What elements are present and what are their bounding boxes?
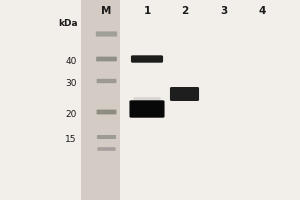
FancyBboxPatch shape [97, 79, 116, 83]
Text: 15: 15 [65, 136, 76, 144]
FancyBboxPatch shape [170, 87, 199, 101]
Text: 30: 30 [65, 79, 76, 88]
Text: 4: 4 [259, 6, 266, 16]
FancyBboxPatch shape [97, 147, 116, 151]
Text: 20: 20 [65, 110, 76, 119]
Bar [81, 0, 120, 200]
FancyBboxPatch shape [96, 57, 117, 61]
FancyBboxPatch shape [96, 31, 117, 37]
FancyBboxPatch shape [133, 97, 161, 103]
Text: kDa: kDa [58, 19, 78, 27]
Text: 3: 3 [220, 6, 227, 16]
Text: 1: 1 [143, 6, 151, 16]
FancyBboxPatch shape [130, 100, 164, 118]
FancyBboxPatch shape [97, 110, 116, 114]
FancyBboxPatch shape [97, 135, 116, 139]
Text: M: M [101, 6, 112, 16]
FancyBboxPatch shape [131, 55, 163, 63]
Text: 40: 40 [65, 58, 76, 66]
Text: 2: 2 [181, 6, 188, 16]
